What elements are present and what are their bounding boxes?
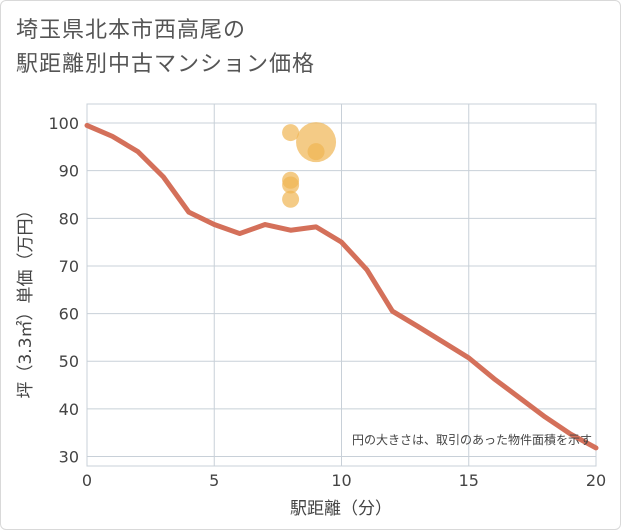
bubble-size-note: 円の大きさは、取引のあった物件面積を示す (352, 432, 592, 447)
x-axis-title: 駅距離（分） (290, 499, 392, 519)
y-tick-label: 90 (59, 162, 79, 181)
grid (86, 104, 597, 466)
x-tick-label: 10 (331, 471, 351, 490)
bubble (296, 122, 337, 163)
line-layer (84, 122, 599, 451)
chart-title-line2: 駅距離別中古マンション価格 (16, 52, 316, 77)
bubble (307, 143, 325, 161)
x-tick-label: 20 (586, 471, 606, 490)
price-line (84, 122, 599, 451)
y-tick-label: 30 (59, 447, 79, 466)
chart-title: 埼玉県北本市西高尾の 駅距離別中古マンション価格 (16, 14, 315, 82)
bubbles (282, 122, 337, 208)
y-tick-labels: 30 40 50 60 70 80 90 100 (48, 114, 79, 466)
x-tick-label: 15 (459, 471, 479, 490)
y-tick-label: 50 (59, 352, 79, 371)
y-tick-label: 40 (59, 400, 79, 419)
y-tick-label: 80 (59, 209, 79, 228)
chart-title-line1: 埼玉県北本市西高尾の (16, 18, 247, 43)
y-tick-label: 70 (59, 257, 79, 276)
y-tick-label: 100 (48, 114, 79, 133)
x-tick-labels: 0 5 10 15 20 (82, 471, 606, 490)
x-tick-label: 0 (82, 471, 92, 490)
y-axis-title: 坪（3.3㎡）単価（万円） (16, 201, 36, 398)
bubble (282, 190, 300, 208)
x-tick-label: 5 (209, 471, 219, 490)
bubble (282, 176, 300, 194)
bubble (282, 124, 300, 142)
y-tick-label: 60 (59, 305, 79, 324)
